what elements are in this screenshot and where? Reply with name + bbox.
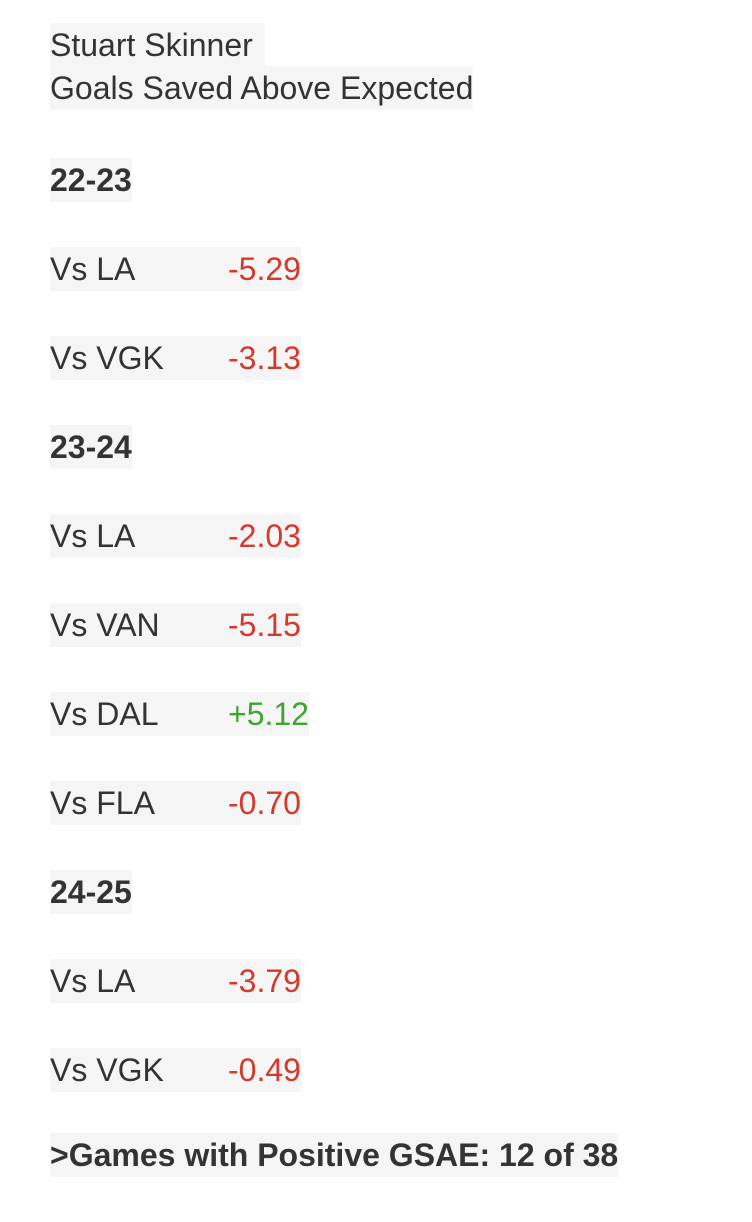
opponent: Vs FLA [50,785,155,821]
gsae-value: -0.70 [228,785,301,821]
summary: >Games with Positive GSAE: 12 of 38 [50,1133,619,1177]
gsae-value: -5.15 [228,607,301,643]
gsae-value: -0.49 [228,1052,301,1088]
stat-row: Vs VGK -3.13 [50,336,301,380]
stat-row: Vs FLA -0.70 [50,781,301,825]
opponent: Vs VGK [50,340,164,376]
season-heading: 24-25 [50,870,132,914]
opponent: Vs LA [50,963,136,999]
stat-row: Vs DAL +5.12 [50,692,309,736]
season-heading: 23-24 [50,425,132,469]
opponent: Vs VAN [50,607,160,643]
subtitle: Goals Saved Above Expected [50,66,474,110]
stat-row: Vs LA -2.03 [50,514,301,558]
gsae-value: +5.12 [228,696,309,732]
opponent: Vs VGK [50,1052,164,1088]
opponent: Vs LA [50,518,136,554]
stat-row: Vs LA -5.29 [50,247,301,291]
title: Stuart Skinner [50,23,265,67]
gsae-value: -3.13 [228,340,301,376]
stat-row: Vs VAN -5.15 [50,603,301,647]
gsae-value: -2.03 [228,518,301,554]
stat-row: Vs LA -3.79 [50,959,301,1003]
gsae-value: -3.79 [228,963,301,999]
season-heading: 22-23 [50,158,132,202]
opponent: Vs LA [50,251,136,287]
gsae-value: -5.29 [228,251,301,287]
stat-row: Vs VGK -0.49 [50,1048,301,1092]
opponent: Vs DAL [50,696,159,732]
